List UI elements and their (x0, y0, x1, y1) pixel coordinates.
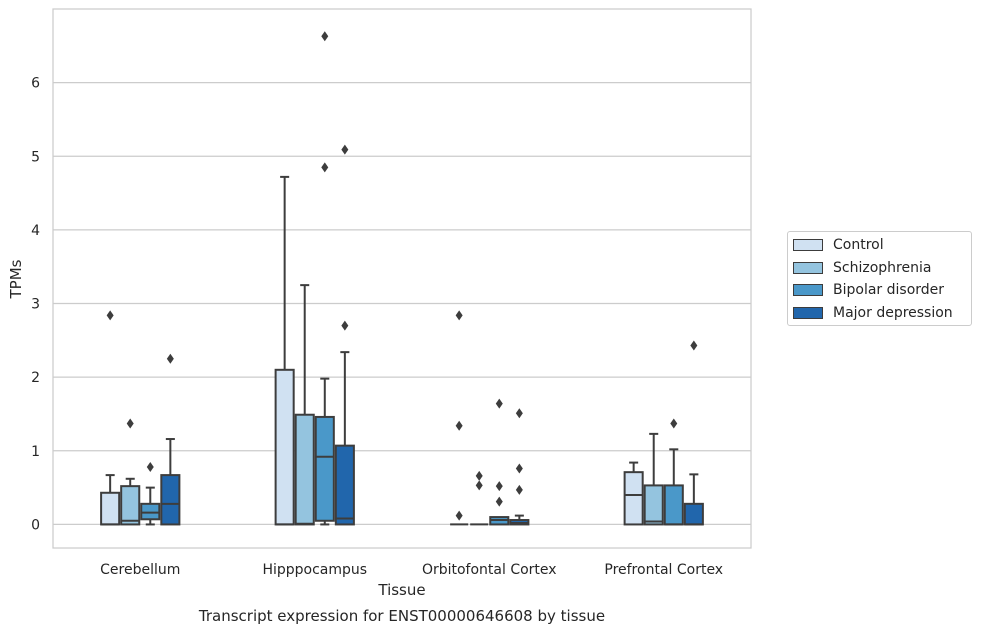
box-body (683, 502, 704, 526)
outlier-point (455, 420, 463, 431)
y-tick-label: 3 (31, 297, 40, 313)
outlier-point (341, 144, 349, 155)
box-bipolar-disorder (140, 462, 161, 526)
legend-item-control: Control (793, 236, 884, 254)
box-bipolar-disorder (314, 31, 335, 526)
outlier-point (515, 484, 523, 495)
legend-swatch-control (793, 239, 823, 251)
legend: Control Schizophrenia Bipolar disorder M… (787, 231, 972, 326)
box-major-depression (334, 144, 355, 526)
outlier-point (455, 510, 463, 521)
legend-item-major-depression: Major depression (793, 304, 953, 322)
grid-lines (53, 82, 751, 526)
x-tick-label: Hipppocampus (262, 562, 367, 578)
box-body (274, 368, 295, 526)
outlier-point (495, 496, 503, 507)
outlier-point (321, 31, 329, 42)
box-bipolar-disorder (489, 398, 510, 526)
legend-swatch-major-depression (793, 307, 823, 319)
legend-item-schizophrenia: Schizophrenia (793, 259, 931, 277)
box-body (160, 474, 181, 526)
box-body (294, 413, 315, 526)
outlier-point (321, 162, 329, 173)
y-tick-label: 5 (31, 149, 40, 165)
chart-caption: Transcript expression for ENST0000064660… (198, 607, 606, 625)
outlier-point (670, 418, 678, 429)
outlier-point (126, 418, 134, 429)
box-control (100, 310, 121, 526)
plot-area-frame (52, 8, 752, 549)
legend-label-major-depression: Major depression (833, 305, 953, 321)
box-schizophrenia (470, 470, 489, 526)
box-body (623, 471, 644, 526)
outlier-point (475, 470, 483, 481)
outlier-point (690, 340, 698, 351)
outlier-point (166, 353, 174, 364)
outlier-point (146, 462, 154, 473)
outlier-point (455, 310, 463, 321)
x-tick-label: Prefrontal Cortex (604, 562, 723, 578)
box-body (120, 485, 141, 526)
y-tick-label: 4 (31, 223, 40, 239)
box-body (314, 415, 335, 522)
box-body (334, 444, 355, 526)
box-bipolar-disorder (663, 418, 684, 526)
y-tick-label: 0 (31, 517, 40, 533)
y-tick-label: 2 (31, 370, 40, 386)
y-axis-label: TPMs (7, 259, 25, 299)
outlier-point (475, 480, 483, 491)
box-schizophrenia (294, 284, 315, 526)
box-body (140, 502, 161, 521)
axis-ticks: 0 1 2 3 4 5 6 Cerebellum Hipppocampus Orbitofonta… (31, 76, 723, 578)
outlier-point (341, 320, 349, 331)
legend-swatch-bipolar-disorder (793, 284, 823, 296)
outlier-point (495, 398, 503, 409)
box-body (663, 484, 684, 526)
legend-label-schizophrenia: Schizophrenia (833, 260, 932, 276)
y-tick-label: 1 (31, 444, 40, 460)
legend-swatch-schizophrenia (793, 262, 823, 274)
legend-label-bipolar-disorder: Bipolar disorder (833, 282, 945, 298)
box-control (623, 461, 644, 526)
y-tick-label: 6 (31, 76, 40, 92)
outlier-point (106, 310, 114, 321)
outlier-point (515, 463, 523, 474)
box-major-depression (509, 408, 530, 526)
box-control (450, 310, 469, 526)
x-tick-label: Orbitofontal Cortex (422, 562, 557, 578)
outlier-point (495, 481, 503, 492)
box-control (274, 175, 295, 526)
plot-boxes (100, 31, 704, 526)
x-axis-label: Tissue (377, 581, 425, 599)
box-major-depression (160, 353, 181, 526)
legend-label-control: Control (833, 237, 884, 253)
box-schizophrenia (120, 418, 141, 526)
box-major-depression (683, 340, 704, 526)
box-schizophrenia (643, 432, 664, 526)
box-body (643, 484, 664, 526)
box-body (100, 491, 121, 526)
legend-item-bipolar-disorder: Bipolar disorder (793, 281, 944, 299)
x-tick-label: Cerebellum (100, 562, 180, 578)
outlier-point (515, 408, 523, 419)
